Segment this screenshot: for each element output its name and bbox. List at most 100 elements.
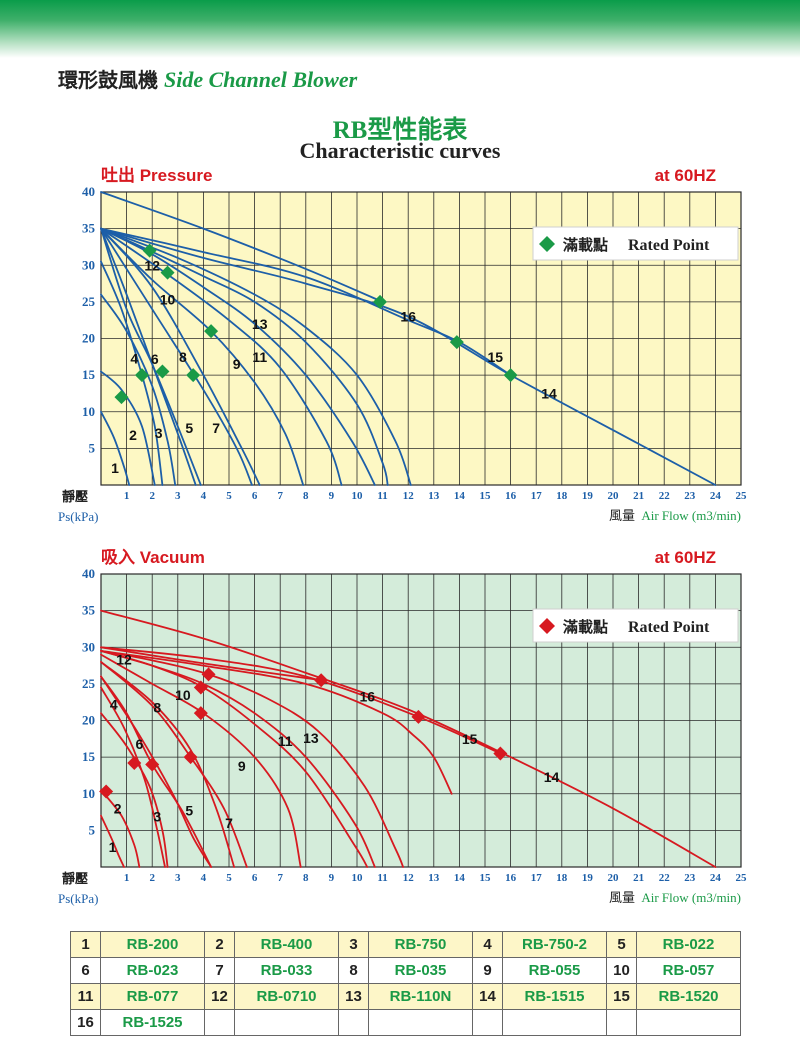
model-name-cell: RB-057: [636, 957, 741, 984]
model-table-row: 6 RB-023 7 RB-033 8 RB-035 9 RB-055 10 RB-057: [70, 957, 741, 984]
page-title: RB型性能表: [332, 117, 468, 144]
model-name-cell: RB-0710: [234, 983, 339, 1010]
model-name-cell: [234, 1009, 339, 1036]
vacuum-curve-4: [100, 686, 166, 868]
vacuum-x-tick-label: 8: [303, 872, 309, 884]
pressure-x-tick-label: 21: [633, 490, 644, 502]
model-name-cell: [636, 1009, 741, 1036]
vacuum-curve-label-1: 1: [109, 839, 117, 855]
vacuum-y-tick-label: 25: [82, 676, 96, 691]
model-table: 1 RB-200 2 RB-400 3 RB-750 4 RB-750-2 5 RB-022 6 RB…: [70, 931, 741, 1036]
vacuum-curve-12: [100, 650, 404, 868]
pressure-x-tick-label: 16: [505, 490, 517, 502]
model-number-cell: [204, 1009, 235, 1036]
vacuum-x-tick-label: 15: [480, 872, 492, 884]
vacuum-curve-1: [100, 814, 125, 868]
model-number-cell: 13: [338, 983, 369, 1010]
vacuum-title-right: at 60HZ: [655, 548, 716, 567]
pressure-x-tick-label: 17: [531, 490, 543, 502]
vacuum-rated-marker-4: [127, 755, 142, 770]
vacuum-legend-box: [532, 608, 739, 643]
pressure-x-tick-label: 22: [659, 490, 671, 502]
model-name-cell: RB-400: [234, 931, 339, 958]
pressure-x-tick-label: 3: [175, 490, 181, 502]
pressure-legend-label-zh: 滿載點: [563, 236, 608, 254]
pressure-x-tick-label: 23: [684, 490, 696, 502]
vacuum-x-tick-label: 19: [582, 872, 594, 884]
vacuum-x-tick-label: 10: [352, 872, 364, 884]
pressure-curve-label-13: 13: [252, 316, 268, 332]
vacuum-x-tick-label: 11: [377, 872, 387, 884]
model-name-cell: RB-200: [100, 931, 205, 958]
vacuum-title: 吸入 Vacuum: [101, 548, 205, 567]
model-name-cell: RB-750: [368, 931, 473, 958]
pressure-y-tick-label: 30: [82, 257, 95, 272]
model-number-cell: 2: [204, 931, 235, 958]
vacuum-curve-3: [100, 712, 169, 868]
vacuum-curve-label-16: 16: [359, 688, 375, 704]
vacuum-curve-label-14: 14: [544, 769, 560, 785]
pressure-legend-marker: [539, 236, 555, 252]
model-name-cell: RB-750-2: [502, 931, 607, 958]
pressure-x-tick-label: 6: [252, 490, 258, 502]
page-subtitle: Characteristic curves: [299, 138, 501, 163]
vacuum-curve-label-6: 6: [136, 736, 144, 752]
pressure-curve-8: [100, 227, 261, 486]
model-number-cell: 14: [472, 983, 503, 1010]
vacuum-xlabel-zh: 風量: [609, 891, 635, 906]
vacuum-curve-label-2: 2: [114, 800, 122, 816]
pressure-title: 吐出 Pressure: [101, 165, 213, 185]
pressure-legend-label-en: Rated Point: [628, 237, 710, 254]
vacuum-rated-marker-16: [314, 673, 329, 688]
vacuum-curve-label-7: 7: [225, 815, 233, 831]
model-number-cell: 10: [606, 957, 637, 984]
model-number-cell: 6: [70, 957, 101, 984]
vacuum-curve-label-10: 10: [175, 687, 191, 703]
vacuum-x-tick-label: 2: [149, 872, 155, 884]
pressure-curve-label-16: 16: [400, 309, 416, 325]
vacuum-x-tick-label: 23: [684, 872, 696, 884]
model-name-cell: [502, 1009, 607, 1036]
pressure-x-tick-label: 8: [303, 490, 309, 502]
vacuum-x-tick-label: 17: [531, 872, 543, 884]
pressure-y-tick-label: 35: [82, 221, 96, 236]
vacuum-legend-label-zh: 滿載點: [563, 618, 608, 636]
pressure-rated-marker-7: [186, 368, 201, 383]
vacuum-x-tick-label: 22: [659, 872, 671, 884]
pressure-x-tick-label: 7: [277, 490, 283, 502]
vacuum-ylabel-unit: Ps(kPa): [58, 891, 98, 906]
pressure-curve-label-1: 1: [111, 460, 119, 476]
vacuum-curve-label-3: 3: [153, 808, 161, 824]
vacuum-x-tick-label: 1: [124, 872, 130, 884]
vacuum-rated-marker-2: [99, 784, 114, 799]
vacuum-x-tick-label: 3: [175, 872, 181, 884]
vacuum-rated-marker-14: [493, 746, 508, 761]
pressure-x-tick-label: 13: [428, 490, 440, 502]
pressure-curve-12: [100, 227, 389, 486]
model-name-cell: RB-110N: [368, 983, 473, 1010]
brand-title-zh: 環形鼓風機: [58, 68, 158, 92]
vacuum-legend-label-en: Rated Point: [628, 619, 710, 636]
vacuum-curve-15: [100, 646, 502, 755]
vacuum-curve-11: [100, 650, 376, 868]
pressure-x-tick-label: 19: [582, 490, 594, 502]
vacuum-x-tick-label: 16: [505, 872, 517, 884]
model-name-cell: RB-077: [100, 983, 205, 1010]
vacuum-curve-label-9: 9: [238, 758, 246, 774]
vacuum-x-tick-label: 12: [403, 872, 415, 884]
model-number-cell: 7: [204, 957, 235, 984]
vacuum-curve-6: [100, 675, 212, 868]
pressure-y-tick-label: 5: [89, 440, 96, 455]
model-table-row: 11 RB-077 12 RB-0710 13 RB-110N 14 RB-1515 15 RB-…: [70, 983, 741, 1010]
pressure-curve-label-5: 5: [185, 420, 193, 436]
vacuum-x-tick-label: 6: [252, 872, 258, 884]
vacuum-y-tick-label: 15: [82, 749, 96, 764]
vacuum-curve-label-15: 15: [462, 731, 478, 747]
vacuum-y-tick-label: 20: [82, 713, 95, 728]
pressure-x-tick-label: 2: [149, 490, 155, 502]
pressure-curve-label-6: 6: [151, 351, 159, 367]
model-name-cell: RB-023: [100, 957, 205, 984]
pressure-rated-marker-2: [114, 390, 129, 405]
